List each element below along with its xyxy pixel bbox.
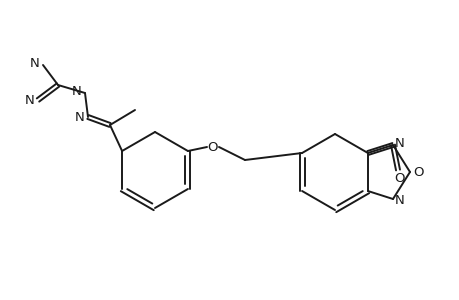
Text: N: N bbox=[394, 136, 404, 149]
Text: N: N bbox=[30, 56, 40, 70]
Text: O: O bbox=[207, 140, 218, 154]
Text: N: N bbox=[72, 85, 82, 98]
Text: N: N bbox=[394, 194, 404, 208]
Text: O: O bbox=[394, 172, 404, 185]
Text: N: N bbox=[25, 94, 35, 106]
Text: O: O bbox=[413, 166, 423, 178]
Text: N: N bbox=[75, 110, 85, 124]
